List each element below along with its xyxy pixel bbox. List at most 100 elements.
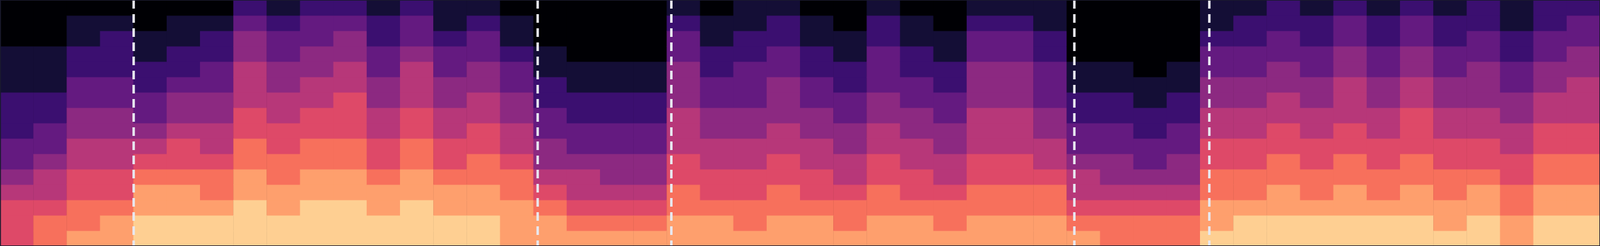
heatmap-cell — [1466, 46, 1501, 63]
heatmap-cell — [333, 107, 368, 124]
heatmap-cell — [166, 0, 201, 16]
heatmap-cell — [200, 92, 234, 109]
heatmap-cell — [766, 61, 801, 78]
heatmap-cell — [333, 92, 368, 109]
heatmap-cell — [300, 138, 335, 155]
heatmap-cell — [833, 215, 868, 232]
heatmap-cell — [200, 15, 234, 32]
heatmap-cell — [1033, 230, 1068, 246]
heatmap-cell — [1066, 30, 1101, 47]
heatmap-cell — [1133, 61, 1168, 78]
heatmap-cell — [566, 123, 601, 140]
heatmap-cell — [1100, 76, 1135, 93]
heatmap-cell — [733, 15, 768, 32]
heatmap-cell — [1433, 138, 1468, 155]
heatmap-cell — [33, 153, 68, 170]
heatmap-cell — [1066, 0, 1101, 16]
heatmap-cell — [233, 169, 268, 186]
heatmap-cell — [833, 138, 868, 155]
heatmap-cell — [1566, 107, 1600, 124]
heatmap-cell — [800, 92, 834, 109]
boundary-line — [670, 0, 673, 246]
heatmap-cell — [833, 123, 868, 140]
heatmap-cell — [1300, 107, 1335, 124]
heatmap-cell — [366, 76, 401, 93]
heatmap-cell — [1466, 123, 1501, 140]
heatmap-cell — [366, 30, 401, 47]
heatmap-cell — [1366, 92, 1401, 109]
heatmap-cell — [466, 76, 501, 93]
heatmap-cell — [100, 92, 135, 109]
heatmap-cell — [800, 76, 834, 93]
heatmap-cell — [366, 0, 401, 16]
heatmap-cell — [1233, 153, 1268, 170]
heatmap-cell — [1500, 123, 1535, 140]
heatmap-cell — [1200, 215, 1234, 232]
heatmap-cell — [1333, 92, 1368, 109]
heatmap-cell — [600, 30, 634, 47]
heatmap-cell — [633, 230, 668, 246]
heatmap-cell — [966, 15, 1001, 32]
heatmap-cell — [433, 30, 468, 47]
heatmap-cell — [800, 15, 834, 32]
heatmap-cell — [133, 123, 168, 140]
heatmap-cell — [66, 200, 101, 216]
heatmap-cell — [1500, 184, 1535, 201]
heatmap-cell — [1400, 230, 1434, 246]
heatmap-cell — [1333, 61, 1368, 78]
heatmap-cell — [733, 215, 768, 232]
heatmap-cell — [1066, 138, 1101, 155]
heatmap-cell — [333, 215, 368, 232]
heatmap-cell — [0, 184, 34, 201]
heatmap-cell — [1333, 200, 1368, 216]
heatmap-cell — [1266, 46, 1301, 63]
heatmap-cell — [700, 200, 735, 216]
heatmap-cell — [633, 153, 668, 170]
heatmap-cell — [1466, 169, 1501, 186]
heatmap-cell — [1266, 0, 1301, 16]
heatmap-cell — [1400, 200, 1434, 216]
heatmap-cell — [566, 138, 601, 155]
heatmap-cell — [566, 61, 601, 78]
heatmap-cell — [1266, 215, 1301, 232]
heatmap-cell — [1566, 169, 1600, 186]
heatmap-cell — [1333, 30, 1368, 47]
heatmap-cell — [400, 123, 434, 140]
heatmap-cell — [833, 46, 868, 63]
heatmap-cell — [933, 76, 968, 93]
heatmap-cell — [766, 169, 801, 186]
heatmap-cell — [1333, 230, 1368, 246]
heatmap-cell — [466, 15, 501, 32]
heatmap-cell — [566, 15, 601, 32]
heatmap-cell — [466, 153, 501, 170]
heatmap-cell — [266, 169, 301, 186]
heatmap-cell — [1033, 92, 1068, 109]
heatmap-cell — [600, 92, 634, 109]
heatmap-cell — [1533, 230, 1568, 246]
heatmap-cell — [333, 184, 368, 201]
heatmap-cell — [133, 0, 168, 16]
heatmap-cell — [633, 215, 668, 232]
heatmap-cell — [1200, 138, 1234, 155]
heatmap-cell — [300, 230, 335, 246]
heatmap-cell — [1066, 169, 1101, 186]
heatmap-cell — [1433, 184, 1468, 201]
heatmap-cell — [1166, 230, 1201, 246]
heatmap-cell — [1300, 153, 1335, 170]
heatmap-cell — [1100, 46, 1135, 63]
heatmap-cell — [133, 46, 168, 63]
heatmap-cell — [833, 200, 868, 216]
heatmap-cell — [266, 61, 301, 78]
heatmap-cell — [1266, 200, 1301, 216]
heatmap-cell — [833, 169, 868, 186]
heatmap-cell — [1533, 92, 1568, 109]
heatmap-cell — [66, 138, 101, 155]
heatmap-cell — [1033, 153, 1068, 170]
heatmap-cell — [1266, 153, 1301, 170]
heatmap-cell — [33, 200, 68, 216]
heatmap-cell — [133, 61, 168, 78]
heatmap-cell — [66, 46, 101, 63]
heatmap-cell — [1533, 30, 1568, 47]
heatmap-cell — [233, 61, 268, 78]
heatmap-cell — [566, 169, 601, 186]
